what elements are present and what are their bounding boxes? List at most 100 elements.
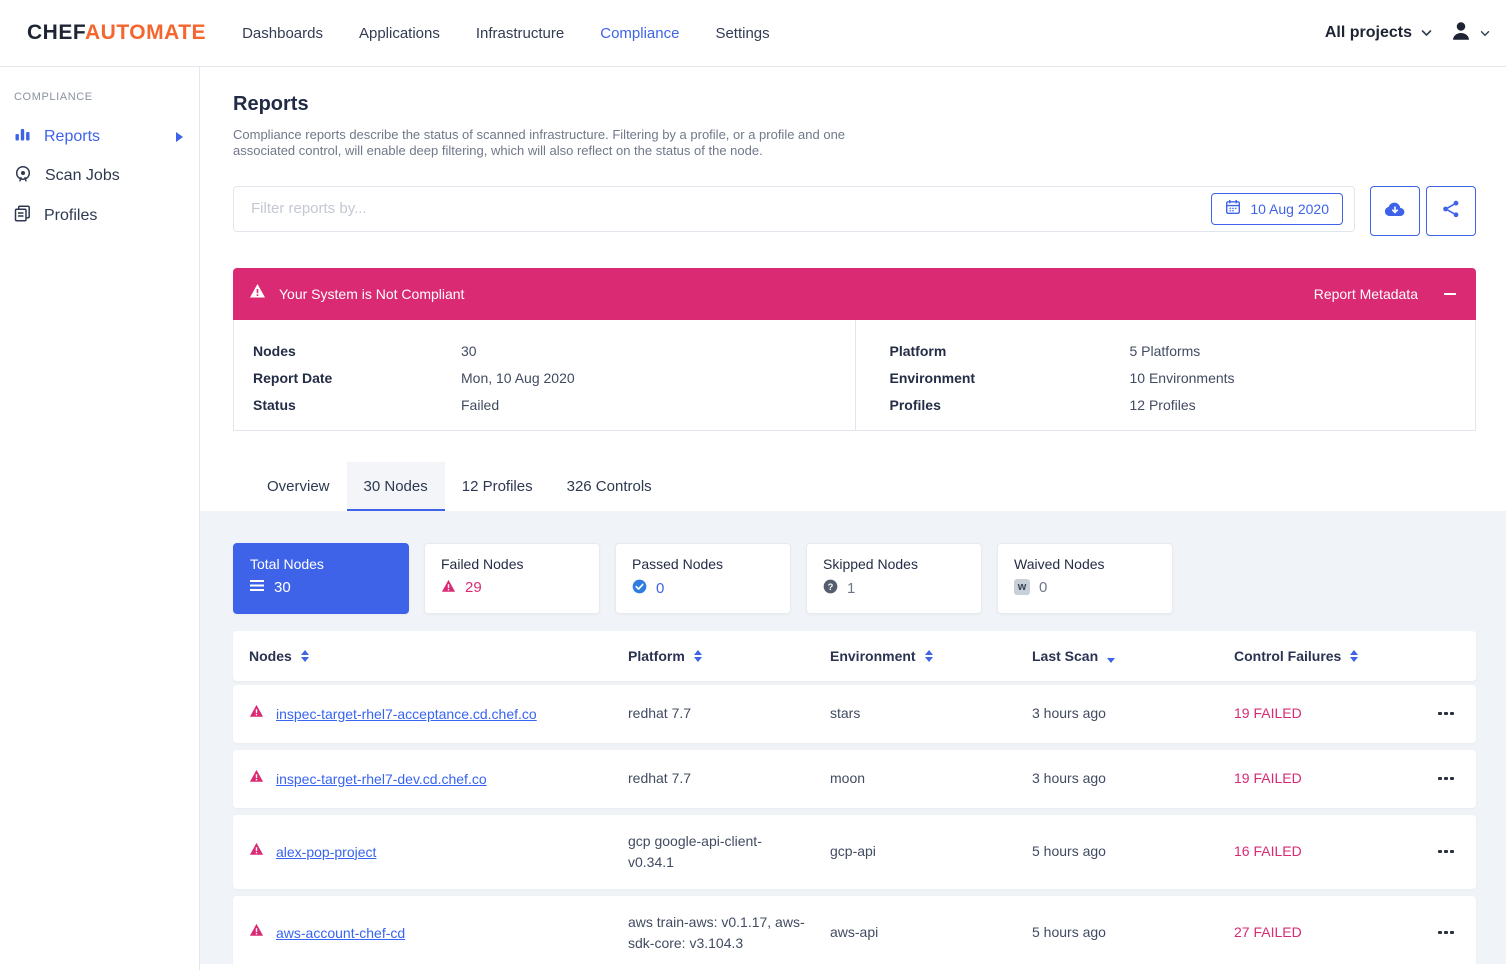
filter-row: 10 Aug 2020 (233, 185, 1476, 236)
bar-chart-icon (14, 126, 31, 147)
nodes-table-header: Nodes Platform Environment Last Scan (233, 630, 1476, 681)
report-metadata-panel: Nodes 30 Report Date Mon, 10 Aug 2020 St… (233, 319, 1476, 431)
sort-descending-icon (1107, 658, 1116, 663)
projects-dropdown[interactable]: All projects (1325, 24, 1432, 42)
nav-settings[interactable]: Settings (715, 24, 770, 42)
metadata-row: Profiles 12 Profiles (889, 397, 1196, 413)
download-report-button[interactable] (1370, 185, 1420, 236)
sidebar-section-label: COMPLIANCE (14, 91, 93, 103)
ellipsis-icon (1438, 711, 1454, 716)
skipped-nodes-card[interactable]: Skipped Nodes ? 1 (806, 542, 982, 614)
column-header-platform[interactable]: Platform (628, 648, 830, 664)
banner-message: Your System is Not Compliant (279, 285, 465, 302)
metadata-row: Environment 10 Environments (889, 370, 1235, 386)
page-title: Reports (233, 93, 309, 115)
tab-nodes[interactable]: 30 Nodes (346, 461, 445, 511)
nav-applications[interactable]: Applications (358, 24, 440, 42)
tab-overview[interactable]: Overview (267, 477, 330, 495)
table-row: inspec-target-rhel7-acceptance.cd.chef.c… (233, 684, 1476, 743)
metadata-right-column: Platform 5 Platforms Environment 10 Envi… (854, 319, 1476, 430)
warning-triangle-icon (249, 283, 266, 304)
failed-nodes-card[interactable]: Failed Nodes 29 (424, 542, 600, 614)
warning-triangle-icon (441, 579, 456, 597)
node-stat-cards: Total Nodes 30 Failed Nodes 29 (233, 542, 1476, 614)
row-menu-button[interactable] (1436, 930, 1476, 935)
sidebar-item-label: Reports (44, 127, 101, 145)
compliance-alert-banner: Your System is Not Compliant Report Meta… (233, 267, 1476, 320)
sort-icon (924, 649, 933, 662)
last-scan-cell: 5 hours ago (1032, 843, 1106, 859)
list-icon (250, 579, 265, 596)
ellipsis-icon (1438, 930, 1454, 935)
sidebar-item-profiles[interactable]: Profiles (0, 196, 199, 236)
user-menu[interactable] (1450, 20, 1490, 46)
ellipsis-icon (1438, 776, 1454, 781)
environment-cell: stars (830, 705, 861, 721)
radar-icon (14, 165, 32, 187)
node-link[interactable]: inspec-target-rhel7-acceptance.cd.chef.c… (276, 705, 537, 722)
expand-arrow-icon[interactable] (176, 131, 183, 142)
main-nav: Dashboards Applications Infrastructure C… (242, 25, 806, 42)
nav-compliance[interactable]: Compliance (600, 24, 680, 42)
chef-automate-logo[interactable]: CHEFAUTOMATE (27, 21, 206, 45)
control-failures-cell: 19 FAILED (1234, 705, 1302, 721)
sidebar-item-scan-jobs[interactable]: Scan Jobs (0, 156, 199, 196)
column-header-last-scan[interactable]: Last Scan (1032, 648, 1234, 664)
passed-nodes-card[interactable]: Passed Nodes 0 (615, 542, 791, 614)
row-menu-button[interactable] (1436, 776, 1476, 781)
date-picker-button[interactable]: 10 Aug 2020 (1211, 192, 1343, 225)
total-nodes-card[interactable]: Total Nodes 30 (233, 542, 409, 614)
nav-right: All projects (1325, 20, 1490, 46)
tab-controls[interactable]: 326 Controls (566, 477, 652, 495)
table-row: alex-pop-project gcp google-api-client-v… (233, 814, 1476, 889)
ellipsis-icon (1438, 849, 1454, 854)
column-header-control-failures[interactable]: Control Failures (1234, 648, 1436, 664)
logo-chef-text: CHEF (27, 21, 86, 44)
failed-status-icon (249, 704, 264, 723)
nav-dashboards[interactable]: Dashboards (242, 24, 323, 42)
node-link[interactable]: aws-account-chef-cd (276, 924, 406, 941)
sort-icon (300, 649, 309, 662)
environment-cell: aws-api (830, 924, 879, 940)
share-icon (1442, 200, 1460, 221)
environment-cell: gcp-api (830, 843, 876, 859)
logo-automate-text: AUTOMATE (85, 21, 207, 44)
share-report-button[interactable] (1426, 185, 1476, 236)
column-header-nodes[interactable]: Nodes (233, 648, 628, 664)
metadata-row: Nodes 30 (253, 343, 477, 359)
filter-reports-input[interactable] (233, 185, 1355, 232)
platform-cell: gcp google-api-client-v0.34.1 (628, 832, 762, 870)
platform-cell: redhat 7.7 (628, 705, 692, 721)
waived-nodes-card[interactable]: Waived Nodes w 0 (997, 542, 1173, 614)
column-header-environment[interactable]: Environment (830, 648, 1032, 664)
environment-cell: moon (830, 770, 866, 786)
svg-text:?: ? (828, 581, 834, 591)
sidebar-item-label: Scan Jobs (45, 167, 120, 184)
report-metadata-toggle[interactable]: Report Metadata (1314, 286, 1456, 302)
node-link[interactable]: alex-pop-project (276, 843, 377, 860)
user-avatar-icon (1450, 20, 1472, 46)
last-scan-cell: 5 hours ago (1032, 924, 1106, 940)
report-metadata-label: Report Metadata (1313, 285, 1418, 302)
row-menu-button[interactable] (1436, 849, 1476, 854)
control-failures-cell: 16 FAILED (1234, 843, 1302, 859)
tab-profiles[interactable]: 12 Profiles (461, 477, 533, 495)
platform-cell: aws train-aws: v0.1.17, aws-sdk-core: v3… (628, 913, 805, 951)
sidebar-item-label: Profiles (44, 207, 98, 224)
sort-icon (693, 649, 702, 662)
metadata-row: Status Failed (253, 397, 500, 413)
node-link[interactable]: inspec-target-rhel7-dev.cd.chef.co (276, 770, 487, 787)
table-row: inspec-target-rhel7-dev.cd.chef.co redha… (233, 749, 1476, 808)
metadata-row: Platform 5 Platforms (889, 343, 1201, 359)
nav-infrastructure[interactable]: Infrastructure (475, 24, 565, 42)
calendar-icon (1225, 199, 1241, 218)
control-failures-cell: 27 FAILED (1234, 924, 1302, 940)
top-nav: CHEFAUTOMATE Dashboards Applications Inf… (0, 0, 1506, 67)
main-content: Reports Compliance reports describe the … (200, 67, 1506, 970)
row-menu-button[interactable] (1436, 711, 1476, 716)
report-tabs: Overview 30 Nodes 12 Profiles 326 Contro… (233, 461, 1476, 511)
sidebar-item-reports[interactable]: Reports (0, 117, 199, 156)
last-scan-cell: 3 hours ago (1032, 770, 1106, 786)
sort-icon (1350, 649, 1359, 662)
metadata-row: Report Date Mon, 10 Aug 2020 (253, 370, 575, 386)
